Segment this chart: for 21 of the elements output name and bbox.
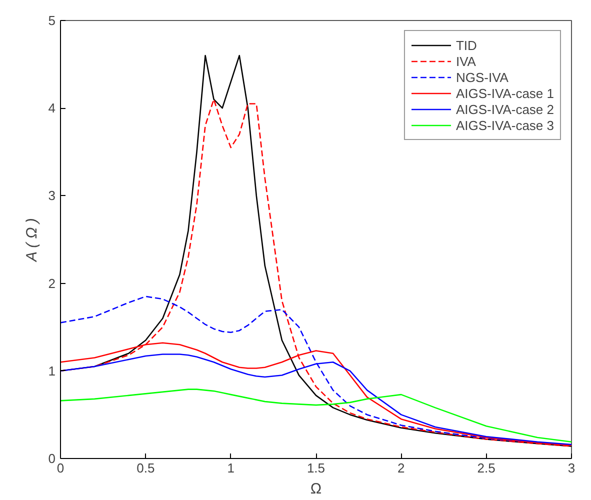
legend-label: NGS-IVA xyxy=(456,69,508,85)
legend-label: IVA xyxy=(456,53,476,69)
y-tick-label: 2 xyxy=(48,276,56,291)
legend-label: AIGS-IVA-case 1 xyxy=(456,85,554,101)
y-tick-label: 5 xyxy=(48,13,56,28)
x-tick-label: 2.5 xyxy=(477,460,496,476)
x-tick-label: 1 xyxy=(227,460,234,476)
x-tick-label: 1.5 xyxy=(306,460,326,476)
x-tick-label: 2 xyxy=(398,460,405,476)
y-tick-label: 1 xyxy=(48,363,56,378)
line-series xyxy=(60,388,572,443)
y-tick-label: 0 xyxy=(48,451,56,466)
x-tick-label: 0.5 xyxy=(136,460,155,476)
y-tick-label: 4 xyxy=(48,100,56,116)
legend-label: AIGS-IVA-case 2 xyxy=(456,101,554,117)
legend-label: AIGS-IVA-case 3 xyxy=(456,117,554,133)
legend-label: TID xyxy=(456,37,477,53)
x-axis-title: Ω xyxy=(310,480,322,498)
y-tick-label: 3 xyxy=(48,188,56,204)
x-tick-label: 3 xyxy=(568,460,576,476)
y-axis-title: A ( Ω ) xyxy=(23,218,40,262)
